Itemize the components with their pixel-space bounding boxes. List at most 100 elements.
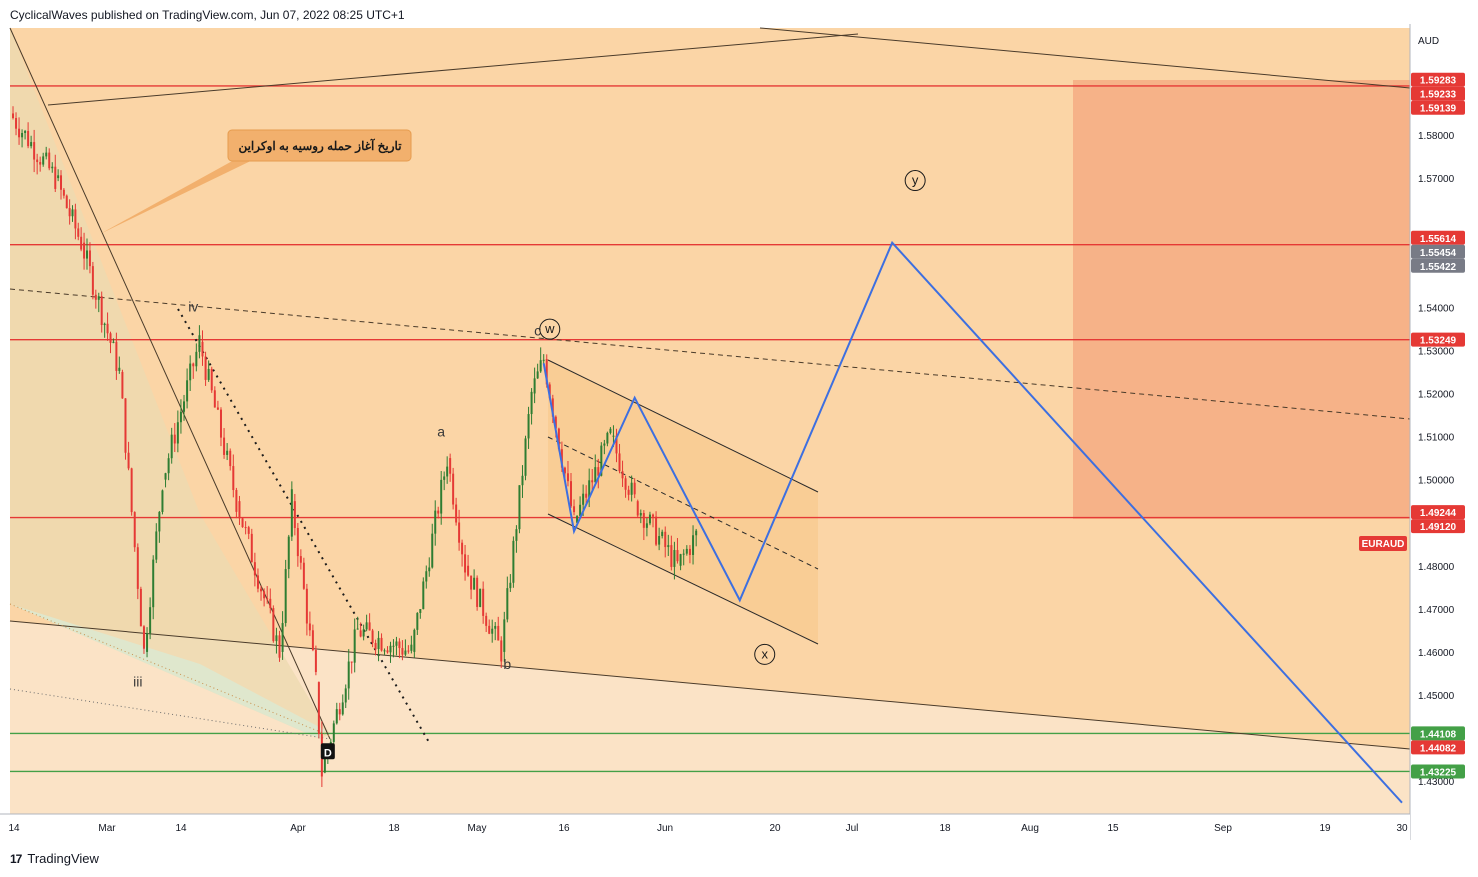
candle-body [437, 510, 440, 514]
candle-body [133, 512, 136, 548]
x-tick-label: Aug [1021, 823, 1039, 834]
x-tick-label: Jun [657, 823, 673, 834]
candle-body [609, 428, 612, 433]
x-tick-label: 19 [1319, 823, 1331, 834]
price-badge-label: 1.59233 [1420, 90, 1457, 101]
price-chart[interactable]: iv iii Da b c w x y تاریخ آغاز حمله روسیه به او… [0, 24, 1478, 849]
footer: 17 TradingView [10, 851, 99, 866]
candle-body [389, 645, 392, 653]
candle-body [195, 351, 198, 367]
candle-body [497, 625, 500, 641]
candle-body [557, 428, 560, 450]
wave-label-text: iv [188, 299, 198, 315]
upper-trendline-right [759, 27, 1411, 89]
price-badge-label: 1.59283 [1420, 76, 1457, 87]
candle-body [142, 626, 145, 649]
candle-body [606, 432, 609, 444]
candle-body [676, 550, 679, 562]
candle-body [579, 504, 582, 516]
wave-circle [904, 170, 926, 192]
candle-body [179, 411, 182, 423]
candle-body [682, 553, 685, 555]
wave-label-iii[interactable]: iii [133, 673, 142, 689]
x-tick-label: Sep [1214, 823, 1232, 834]
candle-body [636, 501, 639, 516]
candle-body [223, 437, 226, 455]
y-tick-label: 1.43000 [1418, 777, 1455, 788]
y-tick-label: 1.52000 [1418, 389, 1455, 400]
price-badge-label: 1.59139 [1420, 104, 1457, 115]
candle-body [539, 360, 542, 372]
price-badge [1411, 332, 1465, 347]
candle-body [353, 629, 356, 663]
candle-body [226, 450, 229, 455]
candle-body [503, 619, 506, 652]
wave-label-b[interactable]: b [503, 656, 511, 672]
candle-body [566, 473, 569, 482]
candle-body [112, 341, 115, 343]
candle-body [317, 682, 320, 734]
candle-body [688, 548, 691, 555]
candle-body [374, 642, 377, 650]
candle-body [299, 556, 302, 563]
annotation-callout[interactable]: تاریخ آغاز حمله روسیه به اوکراین [100, 129, 412, 234]
wave-label-text: y [912, 173, 919, 188]
candle-body [380, 637, 383, 651]
candle-body [74, 209, 77, 229]
candle-body [383, 650, 386, 652]
candle-body [33, 142, 36, 160]
candle-body [207, 368, 210, 380]
candle-body [440, 479, 443, 514]
candle-body [121, 371, 124, 399]
candle-body [305, 588, 308, 624]
candle-body [146, 633, 149, 652]
price-axis[interactable] [1410, 24, 1478, 849]
candle-body [161, 490, 164, 512]
candle-body [356, 628, 359, 630]
x-ticks: 14 Mar 14 Apr 18 May 16 Jun 20 Jul 18 Aug 15 Sep 19 30 [8, 823, 1408, 834]
candle-body [278, 635, 281, 658]
candle-body [250, 533, 253, 563]
wave-label-c[interactable]: c [534, 322, 541, 338]
wave-label-D[interactable]: D [320, 743, 335, 760]
symbol-badge: EURAUD [1359, 536, 1407, 551]
candle-body [521, 475, 524, 486]
channel-upper [547, 359, 819, 493]
candle-body [655, 516, 658, 545]
wedge-zone [10, 28, 330, 739]
wave-label-text: c [534, 322, 541, 338]
upper-trendline [47, 33, 859, 106]
wave-label-text: iii [133, 673, 142, 689]
candle-body [42, 156, 45, 165]
candles [12, 106, 698, 788]
candle-body [192, 363, 195, 367]
candle-body [296, 528, 299, 557]
candle-body [661, 531, 664, 537]
candle-body [359, 630, 362, 637]
candle-body [518, 485, 521, 530]
trendlines [9, 27, 1411, 750]
y-tick-label: 1.57000 [1418, 174, 1455, 185]
wave-label-x[interactable]: x [754, 643, 776, 665]
candle-body [311, 630, 314, 651]
candle-body [247, 527, 250, 534]
x-tick-label: 14 [8, 823, 20, 834]
time-axis[interactable] [0, 814, 1410, 849]
candle-body [115, 341, 118, 371]
candle-body [332, 723, 335, 742]
wave-label-iv[interactable]: iv [188, 299, 198, 315]
candle-body [158, 511, 161, 532]
candle-body [642, 513, 645, 528]
candle-body [509, 582, 512, 589]
price-badge [1411, 519, 1465, 534]
candle-body [323, 757, 326, 773]
wave-label-a[interactable]: a [437, 424, 445, 440]
wave-label-w[interactable]: w [539, 318, 561, 340]
candle-body [551, 398, 554, 417]
candle-body [18, 128, 21, 138]
publisher-header: CyclicalWaves published on TradingView.c… [10, 8, 405, 22]
candle-body [582, 493, 585, 505]
candle-body [365, 622, 368, 630]
wave-label-y[interactable]: y [904, 170, 926, 192]
wave-label-text: w [544, 321, 555, 336]
